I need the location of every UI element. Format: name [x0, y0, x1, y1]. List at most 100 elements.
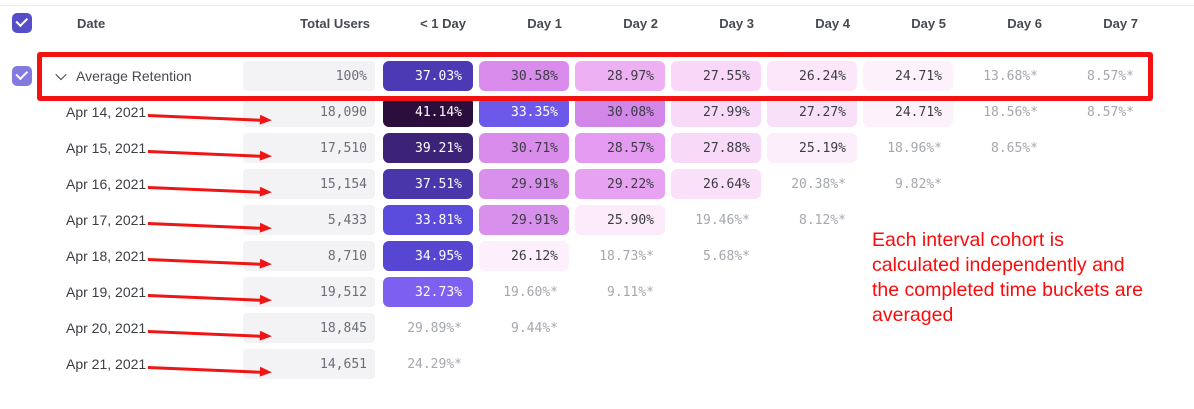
total-users-value[interactable]: 100% — [243, 61, 375, 91]
day-cell: 18.96%* — [858, 130, 954, 166]
total-users-value[interactable]: 14,651 — [243, 349, 375, 379]
total-users-cell: 18,845 — [243, 310, 378, 346]
retention-cell: 24.29%* — [407, 356, 462, 372]
day-cell: 26.64% — [666, 166, 762, 202]
day-cell: 30.08% — [570, 94, 666, 130]
total-users-value[interactable]: 18,845 — [243, 313, 375, 343]
total-users-cell: 100% — [243, 58, 378, 94]
row-select-cell — [0, 202, 44, 238]
retention-cell[interactable]: 24.71% — [863, 97, 953, 127]
day-cell: 18.73%* — [570, 238, 666, 274]
row-select-cell — [0, 130, 44, 166]
red-note-line: averaged — [872, 304, 954, 326]
day-cell — [570, 346, 666, 382]
retention-cell[interactable]: 37.51% — [383, 169, 473, 199]
retention-cell[interactable]: 33.35% — [479, 97, 569, 127]
date-cell: Apr 16, 2021 — [44, 166, 243, 202]
day-cell — [858, 346, 954, 382]
day-cell — [1050, 166, 1146, 202]
retention-cell[interactable]: 25.19% — [767, 133, 857, 163]
day-cell — [570, 310, 666, 346]
row-select-cell — [0, 94, 44, 130]
day-cell: 19.46%* — [666, 202, 762, 238]
row-select-cell — [0, 238, 44, 274]
day-cell: 25.19% — [762, 130, 858, 166]
row-label: Apr 20, 2021 — [66, 320, 147, 336]
retention-cell: 9.82%* — [895, 176, 942, 192]
total-users-value[interactable]: 17,510 — [243, 133, 375, 163]
row-select-cell — [0, 310, 44, 346]
red-note-line: calculated independently and — [872, 254, 1125, 276]
total-users-value[interactable]: 8,710 — [243, 241, 375, 271]
day-cell: 9.82%* — [858, 166, 954, 202]
day-cell — [1050, 346, 1146, 382]
retention-cell[interactable]: 37.03% — [383, 61, 473, 91]
red-note-line: Each interval cohort is — [872, 229, 1064, 251]
retention-cell[interactable]: 28.57% — [575, 133, 665, 163]
column-header-total-users: Total Users — [300, 15, 370, 31]
retention-cell[interactable]: 33.81% — [383, 205, 473, 235]
day-cell: 26.12% — [474, 238, 570, 274]
row-select-cell — [0, 166, 44, 202]
total-users-value[interactable]: 15,154 — [243, 169, 375, 199]
table-row: Average Retention 100% 37.03% 30.58% 28.97… — [0, 58, 1146, 94]
retention-cell[interactable]: 29.22% — [575, 169, 665, 199]
chevron-down-icon[interactable] — [55, 68, 67, 81]
date-cell: Average Retention — [44, 58, 243, 94]
retention-cell: 8.12%* — [799, 212, 846, 228]
retention-cell: 8.57%* — [1087, 68, 1134, 84]
date-cell: Apr 14, 2021 — [44, 94, 243, 130]
date-cell: Apr 18, 2021 — [44, 238, 243, 274]
total-users-value[interactable]: 19,512 — [243, 277, 375, 307]
retention-cell[interactable]: 29.91% — [479, 169, 569, 199]
total-users-cell: 18,090 — [243, 94, 378, 130]
day-cell — [762, 346, 858, 382]
retention-cell[interactable]: 26.64% — [671, 169, 761, 199]
day-cell: 19.60%* — [474, 274, 570, 310]
retention-cell: 8.65%* — [991, 140, 1038, 156]
table-top-border — [0, 5, 1194, 6]
day-cell — [474, 346, 570, 382]
retention-cell[interactable]: 26.12% — [479, 241, 569, 271]
retention-cell[interactable]: 25.90% — [575, 205, 665, 235]
day-cell — [666, 310, 762, 346]
total-users-value[interactable]: 5,433 — [243, 205, 375, 235]
total-users-value[interactable]: 18,090 — [243, 97, 375, 127]
select-all-checkbox[interactable] — [12, 13, 32, 33]
date-cell: Apr 20, 2021 — [44, 310, 243, 346]
retention-cell[interactable]: 41.14% — [383, 97, 473, 127]
day-cell: 39.21% — [378, 130, 474, 166]
retention-cell[interactable]: 27.27% — [767, 97, 857, 127]
day-cell: 20.38%* — [762, 166, 858, 202]
row-checkbox[interactable] — [12, 66, 32, 86]
retention-cell[interactable]: 27.88% — [671, 133, 761, 163]
retention-cell[interactable]: 28.97% — [575, 61, 665, 91]
retention-cell[interactable]: 27.55% — [671, 61, 761, 91]
row-label: Apr 15, 2021 — [66, 140, 147, 156]
day-cell: 32.73% — [378, 274, 474, 310]
total-users-cell: 17,510 — [243, 130, 378, 166]
retention-cell[interactable]: 30.71% — [479, 133, 569, 163]
retention-cell[interactable]: 30.08% — [575, 97, 665, 127]
day-cell: 25.90% — [570, 202, 666, 238]
retention-cell[interactable]: 29.91% — [479, 205, 569, 235]
retention-cell[interactable]: 39.21% — [383, 133, 473, 163]
day-cell: 27.55% — [666, 58, 762, 94]
day-cell: 8.65%* — [954, 130, 1050, 166]
day-cell: 27.27% — [762, 94, 858, 130]
total-users-cell: 19,512 — [243, 274, 378, 310]
retention-cell[interactable]: 30.58% — [479, 61, 569, 91]
retention-cell[interactable]: 26.24% — [767, 61, 857, 91]
retention-cell[interactable]: 32.73% — [383, 277, 473, 307]
retention-cell[interactable]: 24.71% — [863, 61, 953, 91]
day-cell: 24.71% — [858, 94, 954, 130]
retention-cell[interactable]: 27.99% — [671, 97, 761, 127]
retention-cell[interactable]: 34.95% — [383, 241, 473, 271]
date-cell: Apr 19, 2021 — [44, 274, 243, 310]
date-cell: Apr 15, 2021 — [44, 130, 243, 166]
day-cell: 27.88% — [666, 130, 762, 166]
day-cell — [1050, 130, 1146, 166]
day-cell — [954, 346, 1050, 382]
day-cell: 28.97% — [570, 58, 666, 94]
